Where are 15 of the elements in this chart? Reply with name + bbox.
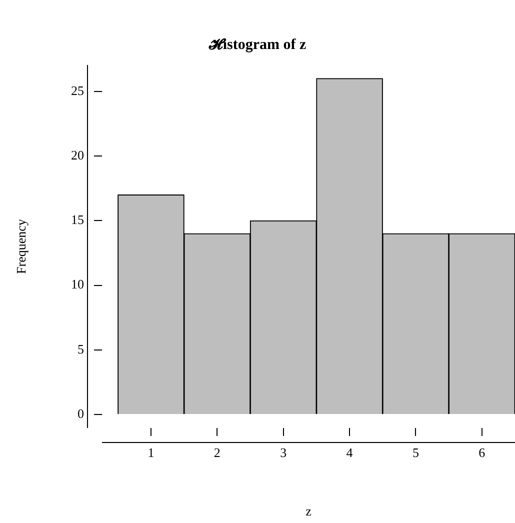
x-tick-label: 6 [478,445,486,460]
x-tick-label: 3 [280,445,287,460]
y-tick-label: 25 [71,82,84,98]
x-tick-label: 5 [412,445,419,460]
x-tick-label: 1 [148,445,154,460]
y-tick-label: 20 [71,147,84,162]
y-tick-label: 5 [78,341,84,356]
x-tick-label: 4 [346,445,354,460]
y-axis-title: Frequency [13,218,28,274]
y-tick-label: 0 [78,406,84,421]
x-tick-label: 2 [214,445,220,460]
x-axis-title: z [306,503,312,518]
y-tick-label: 15 [71,212,84,228]
y-tick-label: 10 [71,276,84,292]
chart-title: 𝓗istogram of z [208,36,306,53]
